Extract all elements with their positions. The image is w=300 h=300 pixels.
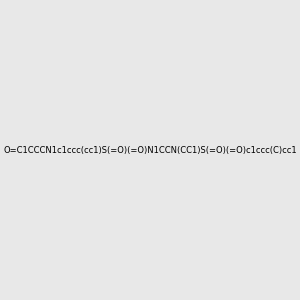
Text: O=C1CCCN1c1ccc(cc1)S(=O)(=O)N1CCN(CC1)S(=O)(=O)c1ccc(C)cc1: O=C1CCCN1c1ccc(cc1)S(=O)(=O)N1CCN(CC1)S(… [3, 146, 297, 154]
